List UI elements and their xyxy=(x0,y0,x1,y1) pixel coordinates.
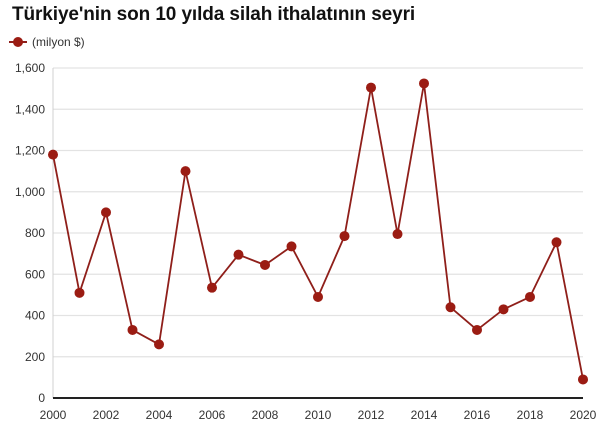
data-point[interactable] xyxy=(260,259,270,270)
y-tick-label: 400 xyxy=(25,309,45,323)
y-tick-label: 600 xyxy=(25,267,45,281)
x-tick-label: 2016 xyxy=(464,408,491,422)
data-point[interactable] xyxy=(101,207,111,218)
data-point[interactable] xyxy=(445,302,456,313)
data-point[interactable] xyxy=(419,78,429,89)
data-point[interactable] xyxy=(498,304,509,315)
x-tick-label: 2014 xyxy=(411,408,438,422)
y-tick-label: 1,000 xyxy=(15,185,45,199)
x-axis-ticks: 2000 2002 2004 2006 2008 2010 2012 2014 2016 2018… xyxy=(40,408,597,422)
data-point[interactable] xyxy=(339,231,350,242)
data-point[interactable] xyxy=(472,324,482,335)
x-tick-label: 2008 xyxy=(252,408,279,422)
y-axis-ticks: 0 200 400 600 800 1,000 1,200 1,400 1,600 xyxy=(15,61,45,405)
data-point[interactable] xyxy=(207,282,217,293)
data-point[interactable] xyxy=(180,166,191,177)
data-point[interactable] xyxy=(154,339,164,350)
y-tick-label: 200 xyxy=(25,350,45,364)
x-tick-label: 2012 xyxy=(358,408,385,422)
x-tick-label: 2010 xyxy=(305,408,332,422)
x-tick-label: 2002 xyxy=(93,408,120,422)
data-point[interactable] xyxy=(48,149,58,160)
y-tick-label: 1,600 xyxy=(15,61,45,75)
x-tick-label: 2020 xyxy=(570,408,597,422)
x-tick-label: 2018 xyxy=(517,408,544,422)
legend: (milyon $) xyxy=(8,35,85,49)
series-line xyxy=(52,82,584,380)
data-point[interactable] xyxy=(392,229,403,240)
data-markers xyxy=(48,78,588,385)
x-tick-label: 2006 xyxy=(199,408,226,422)
y-tick-label: 1,200 xyxy=(15,144,45,158)
data-point[interactable] xyxy=(578,374,588,385)
gridlines xyxy=(53,67,583,358)
data-point[interactable] xyxy=(74,287,85,298)
data-point[interactable] xyxy=(127,324,138,335)
data-point[interactable] xyxy=(551,237,562,248)
legend-label: (milyon $) xyxy=(32,35,85,49)
y-tick-label: 0 xyxy=(38,391,45,405)
legend-marker-icon xyxy=(9,37,27,47)
x-tick-label: 2000 xyxy=(40,408,67,422)
y-tick-label: 1,400 xyxy=(15,102,45,116)
data-point[interactable] xyxy=(313,291,323,302)
data-point[interactable] xyxy=(366,82,376,93)
data-point[interactable] xyxy=(525,291,535,302)
data-point[interactable] xyxy=(233,249,244,260)
y-tick-label: 800 xyxy=(25,226,45,240)
data-point[interactable] xyxy=(286,241,297,252)
x-tick-label: 2004 xyxy=(146,408,173,422)
chart-title: Türkiye'nin son 10 yılda silah ithalatın… xyxy=(12,4,416,25)
